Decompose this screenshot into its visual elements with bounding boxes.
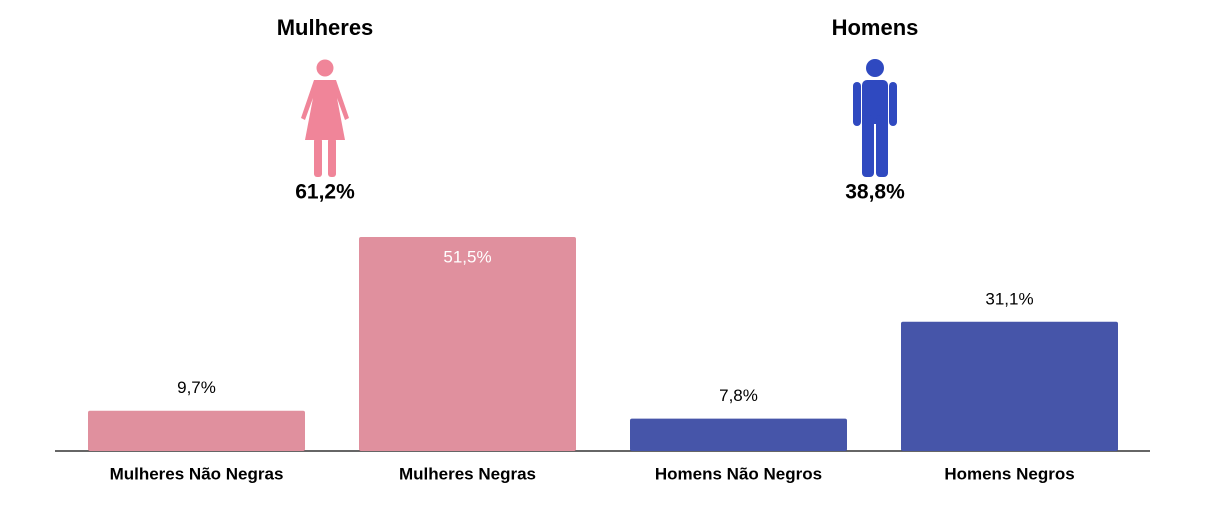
x-tick-label: Mulheres Não Negras	[110, 464, 284, 483]
bar	[901, 321, 1118, 451]
bar	[88, 410, 305, 451]
female-icon	[301, 59, 349, 177]
group-share: 61,2%	[295, 181, 355, 204]
group-title: Homens	[832, 15, 919, 40]
x-tick-label: Homens Não Negros	[655, 464, 822, 483]
x-tick-label: Homens Negros	[944, 464, 1074, 483]
bar	[630, 418, 847, 451]
bar	[359, 237, 576, 451]
group-title: Mulheres	[277, 15, 374, 40]
x-tick-label: Mulheres Negras	[399, 464, 536, 483]
male-icon	[853, 59, 897, 177]
value-label: 7,8%	[719, 386, 758, 405]
value-label: 9,7%	[177, 378, 216, 397]
value-label: 51,5%	[443, 247, 491, 266]
value-label: 31,1%	[985, 289, 1033, 308]
group-share: 38,8%	[845, 181, 905, 204]
